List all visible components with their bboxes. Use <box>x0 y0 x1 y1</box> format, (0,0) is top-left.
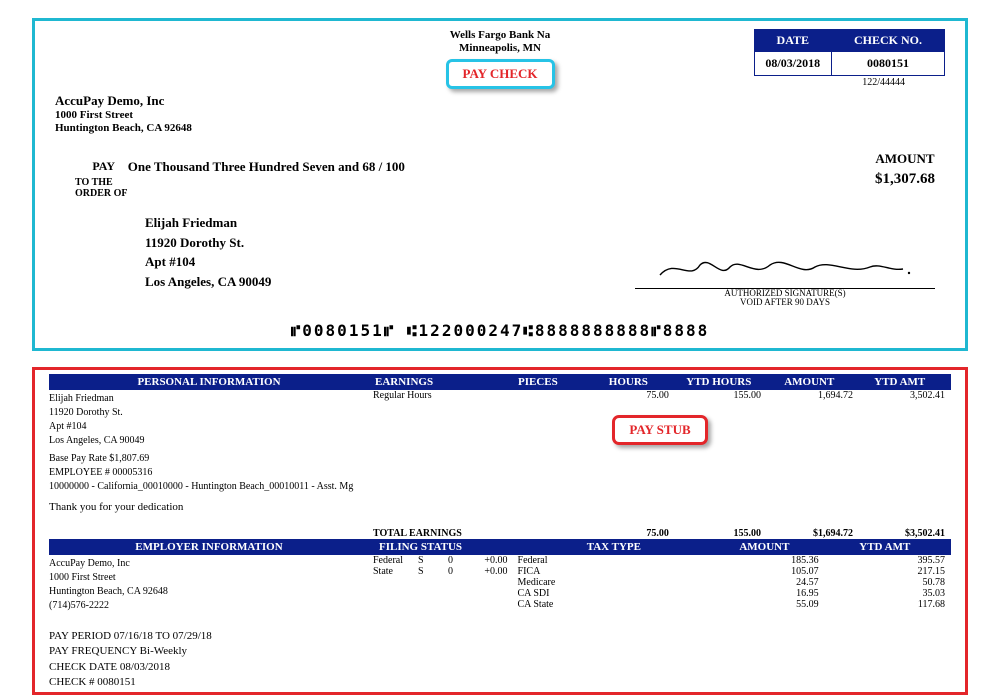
tax-fica-ytd: 217.15 <box>825 566 945 577</box>
earn-pieces <box>491 390 583 401</box>
filing-fed-extra: +0.00 <box>453 555 518 566</box>
filing-state-status: S <box>418 566 433 577</box>
order-of: ORDER OF <box>75 188 945 199</box>
col-amount: AMOUNT <box>764 376 854 388</box>
tax-fica-amt: 105.07 <box>698 566 818 577</box>
totals-label: TOTAL EARNINGS <box>369 528 491 539</box>
micr-line: ⑈0080151⑈ ⑆122000247⑆8888888888⑈8888 <box>55 321 945 340</box>
employer-info: AccuPay Demo, Inc 1000 First Street Hunt… <box>49 557 369 613</box>
employer-name: AccuPay Demo, Inc <box>49 557 369 571</box>
pay-label: PAY <box>55 159 125 174</box>
tax-ca-sdi-ytd: 35.03 <box>825 588 945 599</box>
employee-number: EMPLOYEE # 00005316 <box>49 466 369 480</box>
department-line: 10000000 - California_00010000 - Hunting… <box>49 480 369 494</box>
tax-medicare-amt: 24.57 <box>698 577 818 588</box>
col-tax-ytd: YTD AMT <box>825 541 945 553</box>
check-number: 0080151 <box>831 52 944 76</box>
filing-fed-exempt: 0 <box>433 555 453 566</box>
earnings-row: Regular Hours 75.00 155.00 1,694.72 3,50… <box>369 390 951 401</box>
sig-void: VOID AFTER 90 DAYS <box>635 298 935 308</box>
employer-addr1: 1000 First Street <box>49 571 369 585</box>
earn-ytd-amt: 3,502.41 <box>859 390 951 401</box>
tax-amount-col: 185.36 105.07 24.57 16.95 55.09 <box>698 555 824 613</box>
pay-check-panel: Wells Fargo Bank Na Minneapolis, MN PAY … <box>32 18 968 351</box>
filing-fed-type: Federal <box>373 555 418 566</box>
thank-you-line: Thank you for your dedication <box>49 500 369 515</box>
tax-ca-state: CA State <box>518 599 699 610</box>
pay-meta: PAY PERIOD 07/16/18 TO 07/29/18 PAY FREQ… <box>49 629 951 691</box>
check-date: 08/03/2018 <box>754 52 831 76</box>
earnings-header: EARNINGS PIECES HOURS YTD HOURS AMOUNT Y… <box>369 374 951 390</box>
earn-amount: 1,694.72 <box>767 390 859 401</box>
col-filing-status: FILING STATUS <box>375 541 524 553</box>
total-earnings-row: TOTAL EARNINGS 75.00 155.00 $1,694.72 $3… <box>369 528 951 539</box>
tax-federal-ytd: 395.57 <box>825 555 945 566</box>
stub-payee-addr2: Apt #104 <box>49 420 369 434</box>
filing-state-extra: +0.00 <box>453 566 518 577</box>
amount-label: AMOUNT <box>875 151 935 167</box>
company-addr1: 1000 First Street <box>55 109 945 122</box>
routing-fraction: 122/44444 <box>862 77 905 88</box>
payee-addr1: 11920 Dorothy St. <box>145 233 945 253</box>
filing-header: FILING STATUS TAX TYPE AMOUNT YTD AMT <box>369 539 951 555</box>
signature-block: AUTHORIZED SIGNATURE(S) VOID AFTER 90 DA… <box>635 253 935 309</box>
paystub-tag: PAY STUB <box>612 415 707 445</box>
tax-ca-state-ytd: 117.68 <box>825 599 945 610</box>
pay-frequency: PAY FREQUENCY Bi-Weekly <box>49 644 951 659</box>
signature-icon <box>655 253 915 283</box>
col-tax-type: TAX TYPE <box>524 541 705 553</box>
earn-label: Regular Hours <box>369 390 491 401</box>
filing-fed-status: S <box>418 555 433 566</box>
totals-hours: 75.00 <box>583 528 675 539</box>
pay-period: PAY PERIOD 07/16/18 TO 07/29/18 <box>49 629 951 644</box>
to-the: TO THE <box>75 177 945 188</box>
earn-hours: 75.00 <box>583 390 675 401</box>
tax-fica: FICA <box>518 566 699 577</box>
base-pay-rate: Base Pay Rate $1,807.69 <box>49 452 369 466</box>
col-hours: HOURS <box>583 376 673 388</box>
tax-ca-sdi-amt: 16.95 <box>698 588 818 599</box>
col-earnings: EARNINGS <box>375 376 493 388</box>
filing-state-exempt: 0 <box>433 566 453 577</box>
paycheck-tag: PAY CHECK <box>446 59 555 89</box>
employer-addr2: Huntington Beach, CA 92648 <box>49 585 369 599</box>
totals-ytd-hours: 155.00 <box>675 528 767 539</box>
personal-info-header: PERSONAL INFORMATION <box>49 374 369 390</box>
pay-stub-panel: PERSONAL INFORMATION EARNINGS PIECES HOU… <box>32 367 968 695</box>
tax-federal-amt: 185.36 <box>698 555 818 566</box>
amount-words: One Thousand Three Hundred Seven and 68 … <box>128 159 405 175</box>
date-check-table: DATECHECK NO. 08/03/20180080151 <box>754 29 945 76</box>
col-ytd-hours: YTD HOURS <box>674 376 764 388</box>
filing-status-col: FederalS0+0.00 StateS0+0.00 <box>369 555 518 613</box>
earn-ytd-hours: 155.00 <box>675 390 767 401</box>
tax-ytd-col: 395.57 217.15 50.78 35.03 117.68 <box>825 555 951 613</box>
totals-ytd-amt: $3,502.41 <box>859 528 951 539</box>
col-tax-amount: AMOUNT <box>704 541 824 553</box>
tax-ca-state-amt: 55.09 <box>698 599 818 610</box>
employer-info-header: EMPLOYER INFORMATION <box>49 539 369 555</box>
employer-phone: (714)576-2222 <box>49 599 369 613</box>
tax-type-col: Federal FICA Medicare CA SDI CA State <box>518 555 699 613</box>
totals-amount: $1,694.72 <box>767 528 859 539</box>
col-pieces: PIECES <box>493 376 583 388</box>
payee-name: Elijah Friedman <box>145 213 945 233</box>
company-name: AccuPay Demo, Inc <box>55 93 945 109</box>
tax-federal: Federal <box>518 555 699 566</box>
tax-ca-sdi: CA SDI <box>518 588 699 599</box>
stub-payee-name: Elijah Friedman <box>49 392 369 406</box>
date-header: DATE <box>754 30 831 52</box>
company-addr2: Huntington Beach, CA 92648 <box>55 122 945 135</box>
stub-payee-addr1: 11920 Dorothy St. <box>49 406 369 420</box>
filing-state-type: State <box>373 566 418 577</box>
amount-value: $1,307.68 <box>875 171 935 188</box>
tax-medicare: Medicare <box>518 577 699 588</box>
tax-medicare-ytd: 50.78 <box>825 577 945 588</box>
personal-info: Elijah Friedman 11920 Dorothy St. Apt #1… <box>49 392 369 515</box>
stub-check-number: CHECK # 0080151 <box>49 675 951 690</box>
stub-payee-addr3: Los Angeles, CA 90049 <box>49 434 369 448</box>
checkno-header: CHECK NO. <box>831 30 944 52</box>
col-ytd-amt: YTD AMT <box>855 376 945 388</box>
stub-check-date: CHECK DATE 08/03/2018 <box>49 660 951 675</box>
